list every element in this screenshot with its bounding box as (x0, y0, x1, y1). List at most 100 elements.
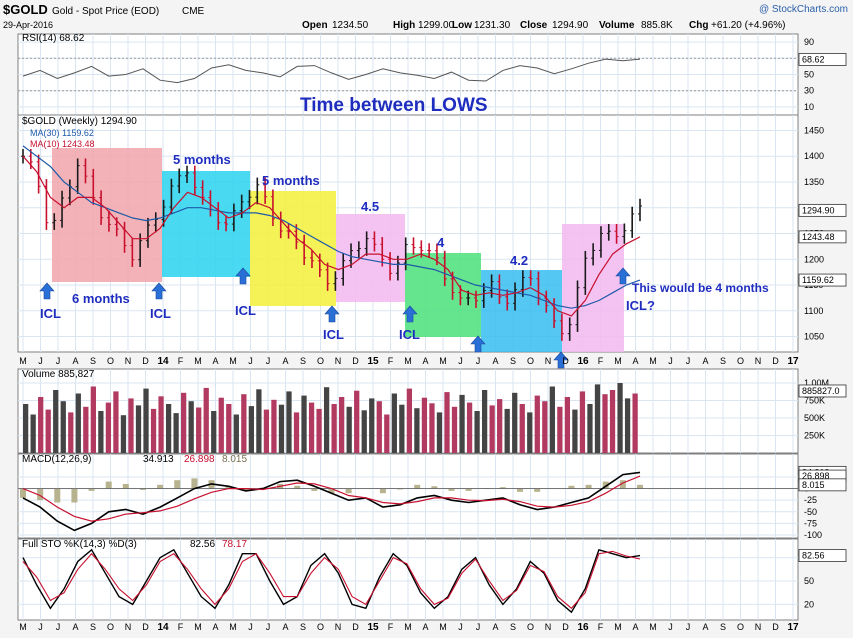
macd-histogram-bar (397, 488, 404, 490)
volume-bar (632, 393, 638, 453)
volume-bar (323, 387, 330, 453)
header-date: 29-Apr-2016 (3, 20, 53, 30)
volume-bar (128, 398, 134, 453)
macd-histogram-bar (465, 488, 472, 491)
volume-bar (444, 392, 450, 453)
y-tick-label: 50 (804, 576, 814, 586)
close-label: Close (520, 20, 548, 31)
volume-bar (83, 406, 89, 453)
chart-panels: 907050301068.621450140013501300125012001… (17, 33, 847, 633)
macd-histogram-bar (534, 488, 541, 492)
macd-histogram-bar (20, 488, 26, 498)
open-label: Open (302, 20, 328, 31)
macd-histogram-bar (619, 480, 626, 489)
x-tick-label: A (422, 356, 428, 366)
ma10-label: MA(10) 1243.48 (30, 139, 95, 149)
last-value-box (798, 478, 847, 492)
y-tick-label: 750K (804, 396, 825, 406)
volume-bar (602, 394, 608, 453)
x-tick-label: J (248, 622, 253, 632)
x-tick-label: F (388, 622, 394, 632)
x-tick-label: O (737, 356, 744, 366)
volume-bar (218, 397, 224, 453)
x-tick-label: S (90, 356, 96, 366)
y-tick-label: -50 (804, 507, 817, 517)
x-tick-label: N (545, 356, 552, 366)
x-tick-label: 14 (157, 356, 169, 367)
x-tick-label: J (476, 622, 481, 632)
x-tick-label: O (317, 622, 324, 632)
last-value-label: 82.56 (802, 551, 825, 561)
volume-bar (481, 390, 488, 453)
volume-bar (308, 402, 315, 453)
sto-d-title-value: 78.17 (222, 539, 247, 550)
volume-bar (113, 391, 119, 453)
x-tick-label: M (439, 356, 447, 366)
volume-bar (557, 406, 563, 453)
y-tick-label: -100 (804, 530, 822, 540)
volume-bar (181, 392, 187, 453)
last-value-label: 1294.90 (802, 205, 835, 215)
volume-bar (339, 397, 345, 453)
macd-histogram-bar (37, 488, 44, 501)
x-tick-label: D (142, 356, 149, 366)
ma30-label: MA(30) 1159.62 (30, 128, 94, 138)
x-tick-label: M (614, 356, 622, 366)
cycle-box (481, 270, 562, 352)
y-tick-label: 1450 (804, 125, 824, 135)
volume-bar (203, 387, 209, 453)
volume-bar (459, 394, 465, 453)
x-tick-label: J (266, 622, 271, 632)
last-value-label: 68.62 (802, 54, 825, 64)
x-tick-label: N (125, 356, 132, 366)
volume-bar (624, 398, 631, 453)
volume-bar (331, 404, 337, 453)
x-tick-label: J (248, 356, 253, 366)
volume-bar (135, 405, 142, 453)
volume-bar (534, 395, 540, 453)
symbol: $GOLD (3, 2, 48, 17)
x-tick-label: M (614, 622, 622, 632)
ma10-line (22, 155, 641, 317)
volume-bar (23, 404, 29, 453)
x-tick-label: O (107, 622, 114, 632)
high-label: High (393, 20, 415, 31)
volume-bar (361, 410, 367, 453)
x-tick-label: N (335, 622, 342, 632)
icl-label: ICL (323, 327, 344, 342)
x-tick-label: 15 (367, 356, 379, 367)
x-tick-label: A (72, 356, 78, 366)
macd-histogram-bar (637, 484, 643, 489)
macd-histogram-bar (499, 487, 506, 489)
volume-bar (617, 383, 623, 453)
arrow-up-icon (553, 351, 569, 369)
volume-bar (421, 397, 428, 453)
volume-bar (256, 389, 262, 453)
volume-bar (451, 406, 458, 453)
volume-bar (406, 388, 413, 453)
x-tick-label: 15 (367, 622, 379, 633)
cycle-label: 6 months (72, 291, 130, 306)
volume-bar (173, 413, 179, 453)
volume-bar (504, 408, 510, 453)
x-tick-label: S (720, 622, 726, 632)
icl-label: ICL (40, 306, 61, 321)
x-tick-label: S (300, 622, 306, 632)
y-tick-label: 1200 (804, 254, 824, 264)
high-value: 1299.00 (418, 20, 455, 31)
x-tick-label: F (598, 622, 604, 632)
last-value-label: 26.898 (802, 471, 830, 481)
volume-bar (384, 414, 390, 453)
x-tick-label: J (668, 622, 673, 632)
x-tick-label: S (510, 356, 516, 366)
macd-histogram-bar (122, 483, 129, 489)
cycle-box (250, 191, 336, 306)
volume-bar (248, 406, 254, 453)
macd-histogram-bar (602, 481, 609, 489)
volume-bar (45, 409, 51, 453)
signal-title-value: 26.898 (184, 454, 215, 465)
cycle-box (52, 148, 162, 282)
x-tick-label: N (755, 356, 762, 366)
volume-bar (263, 409, 270, 453)
icl-label: ICL (150, 306, 171, 321)
